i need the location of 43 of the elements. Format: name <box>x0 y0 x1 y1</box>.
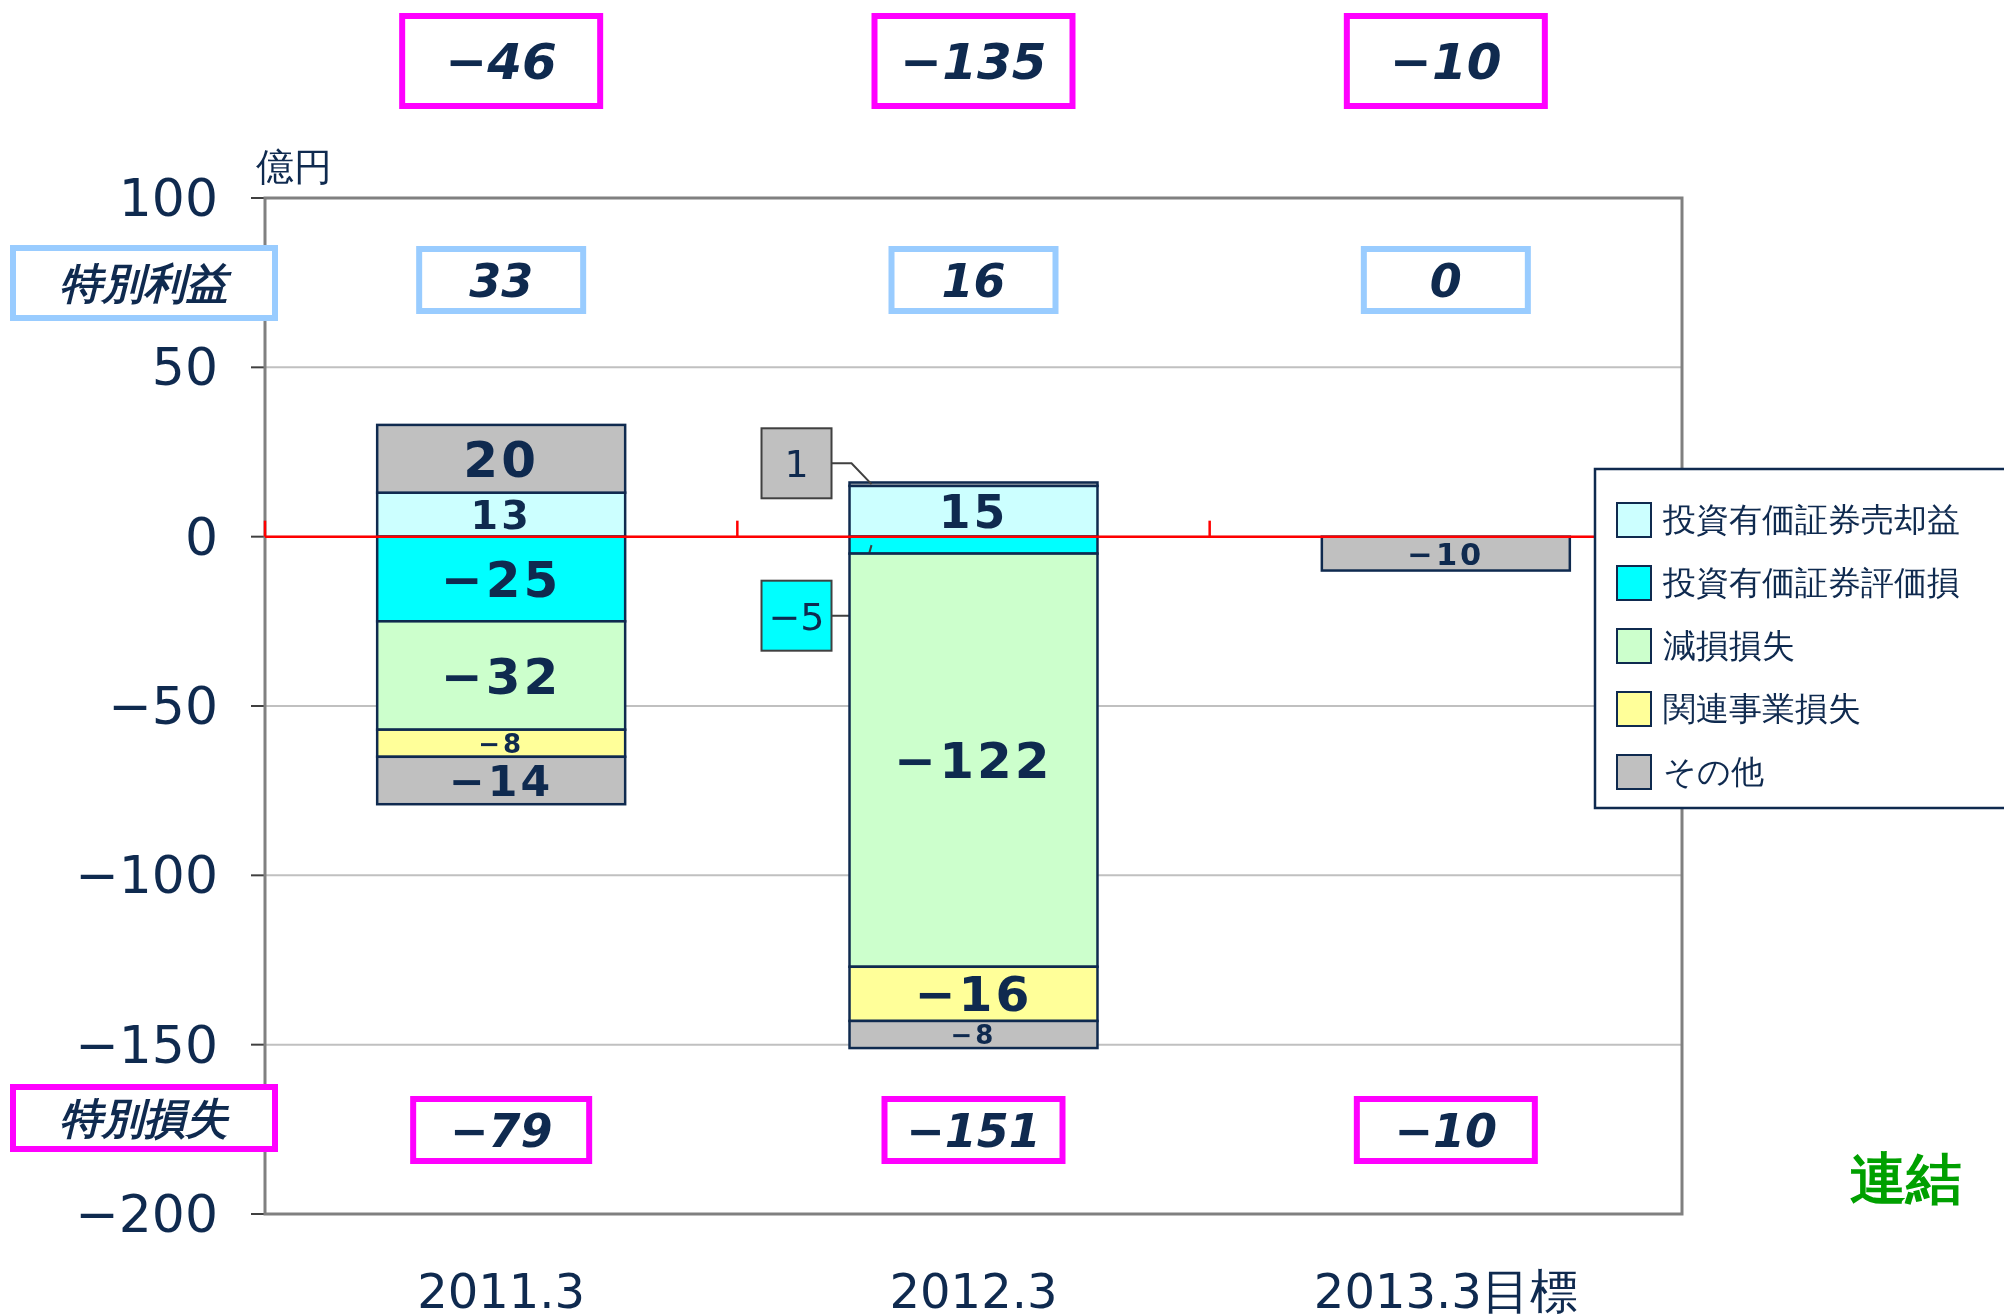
legend-label: 関連事業損失 <box>1663 689 1861 728</box>
data-label: 13 <box>470 491 532 538</box>
annotation: −46 <box>399 13 604 109</box>
annotation: −151 <box>906 1103 1041 1158</box>
x-tick-label: 2012.3 <box>889 1263 1058 1316</box>
annotation: 33 <box>469 253 534 308</box>
y-tick-label: 50 <box>151 337 218 398</box>
legend-label: 投資有価証券売却益 <box>1662 500 1960 539</box>
data-label: 20 <box>463 430 539 489</box>
annotation: 16 <box>888 246 1059 314</box>
annotation: −79 <box>449 1103 553 1158</box>
y-tick-label: −50 <box>108 676 218 736</box>
data-label: −10 <box>1407 536 1485 572</box>
y-tick-label: 100 <box>118 168 218 228</box>
y-tick-label: −200 <box>75 1184 218 1244</box>
annotation: 0 <box>1429 253 1462 308</box>
x-tick-label: 2011.3 <box>417 1263 586 1316</box>
y-tick-label: −100 <box>75 845 218 906</box>
annotation: 特別利益 <box>10 245 278 321</box>
legend-label: その他 <box>1663 752 1764 791</box>
legend-label: 減損損失 <box>1663 626 1795 665</box>
annotation: −79 <box>410 1096 593 1164</box>
annotation: −135 <box>871 13 1076 109</box>
y-axis-title: 億円 <box>256 145 332 189</box>
annotation: −10 <box>1353 1096 1538 1164</box>
annotation: −10 <box>1394 1103 1498 1158</box>
data-label: 1 <box>784 442 809 487</box>
data-label: −25 <box>440 551 562 609</box>
data-label: 15 <box>938 485 1009 539</box>
annotation: −151 <box>881 1096 1066 1164</box>
annotation: −10 <box>1343 13 1548 109</box>
y-tick-label: 0 <box>184 506 218 567</box>
data-label: −5 <box>768 594 825 639</box>
data-label: −32 <box>440 647 562 706</box>
legend-label: 投資有価証券評価損 <box>1662 563 1960 602</box>
annotation: 0 <box>1360 246 1531 314</box>
annotation: 特別損失 <box>10 1084 278 1152</box>
annotation: 16 <box>941 253 1006 308</box>
data-label: −122 <box>894 732 1053 791</box>
y-tick-label: −150 <box>75 1014 218 1075</box>
x-tick-label: 2013.3目標 <box>1313 1263 1578 1316</box>
annotation: 33 <box>416 246 587 314</box>
text: 連結 <box>1850 1146 1962 1211</box>
